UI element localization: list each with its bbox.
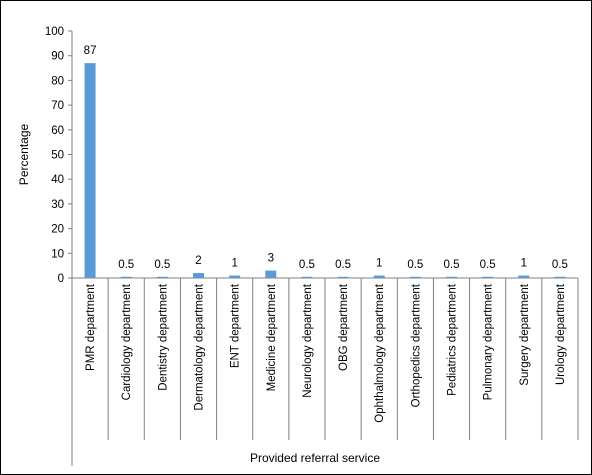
bar [337,276,349,278]
y-tick-label: 20 [51,224,64,236]
data-label: 0.5 [335,259,351,271]
x-tick-label: OBG department [338,283,350,371]
x-tick-label: Pediatrics department [447,283,459,396]
x-tick-label: PMR department [85,283,97,371]
data-label: 87 [84,45,97,57]
x-tick-label: Urology department [555,283,567,385]
data-label: 1 [521,258,527,270]
x-tick-label: ENT department [230,283,242,368]
x-tick-label: Orthopedics department [410,283,422,407]
data-label: 3 [268,253,274,265]
y-tick-label: 10 [51,248,64,260]
bar [193,273,204,278]
y-tick-label: 90 [51,51,64,63]
bar [518,275,530,278]
bar [265,270,277,278]
y-axis: 0 10 20 30 40 50 60 70 80 90 100 [45,26,73,466]
bar [482,276,494,278]
y-tick-label: 0 [58,273,64,285]
y-tick-label: 60 [51,125,64,137]
y-axis-title: Percentage [17,123,31,185]
data-label: 0.5 [480,259,496,271]
x-tick-label: Medicine department [266,283,278,391]
x-tick-label: Cardiology department [121,283,133,400]
bar [409,276,421,278]
bars [84,63,566,278]
data-label: 1 [376,258,382,270]
bar [156,276,168,278]
bar [446,276,457,278]
data-label: 0.5 [299,259,315,271]
data-label: 2 [195,255,201,267]
x-tick-label: Neurology department [302,283,314,398]
y-tick-label: 80 [51,75,64,87]
data-label: 0.5 [154,259,170,271]
bar [120,276,132,278]
data-label: 0.5 [552,259,568,271]
bar [301,276,313,278]
x-tick-label: Ophthalmology department [374,283,386,423]
y-tick-label: 30 [51,199,64,211]
x-tick-label: Surgery department [519,283,531,385]
bar [84,63,96,278]
bar [554,276,566,278]
bar [229,275,241,278]
data-label: 0.5 [118,259,134,271]
y-tick-label: 70 [51,100,64,112]
data-label: 0.5 [444,259,460,271]
data-labels: 87 0.5 0.5 2 1 3 0.5 0.5 1 0.5 0.5 0.5 1 0.5 [84,45,568,271]
x-axis-title: Provided referral service [250,451,380,465]
x-axis [71,277,579,440]
x-tick-label: Pulmonary department [483,283,495,400]
data-label: 0.5 [407,259,423,271]
y-tick-label: 100 [45,26,64,38]
x-tick-label: Dentistry department [157,283,169,391]
y-tick-label: 40 [51,174,64,186]
x-tick-label: Dermatology department [194,283,206,410]
y-tick-label: 50 [51,150,64,162]
bar [373,275,385,278]
data-label: 1 [231,258,237,270]
category-labels: PMR department Cardiology department Denti… [85,283,567,423]
